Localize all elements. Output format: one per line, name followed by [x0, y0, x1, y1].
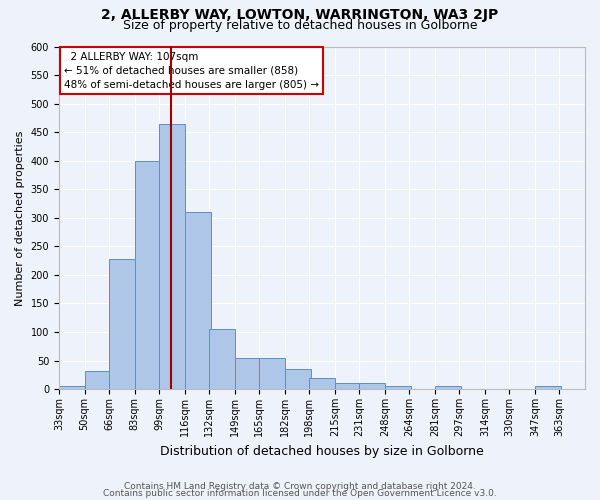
- Bar: [135, 160, 160, 389]
- Bar: [235, 358, 260, 389]
- Bar: [359, 384, 385, 389]
- Bar: [85, 371, 110, 389]
- Bar: [309, 378, 335, 389]
- Bar: [159, 124, 185, 389]
- Bar: [59, 386, 85, 389]
- Bar: [535, 386, 561, 389]
- Text: Contains HM Land Registry data © Crown copyright and database right 2024.: Contains HM Land Registry data © Crown c…: [124, 482, 476, 491]
- Text: 2 ALLERBY WAY: 107sqm
← 51% of detached houses are smaller (858)
48% of semi-det: 2 ALLERBY WAY: 107sqm ← 51% of detached …: [64, 52, 319, 90]
- Bar: [435, 386, 461, 389]
- Text: Contains public sector information licensed under the Open Government Licence v3: Contains public sector information licen…: [103, 490, 497, 498]
- Bar: [285, 369, 311, 389]
- Bar: [259, 358, 285, 389]
- Y-axis label: Number of detached properties: Number of detached properties: [15, 130, 25, 306]
- Text: Size of property relative to detached houses in Golborne: Size of property relative to detached ho…: [123, 19, 477, 32]
- Bar: [385, 386, 410, 389]
- Bar: [209, 329, 235, 389]
- Bar: [185, 212, 211, 389]
- Bar: [109, 259, 135, 389]
- Text: 2, ALLERBY WAY, LOWTON, WARRINGTON, WA3 2JP: 2, ALLERBY WAY, LOWTON, WARRINGTON, WA3 …: [101, 8, 499, 22]
- X-axis label: Distribution of detached houses by size in Golborne: Distribution of detached houses by size …: [160, 444, 484, 458]
- Bar: [335, 384, 361, 389]
